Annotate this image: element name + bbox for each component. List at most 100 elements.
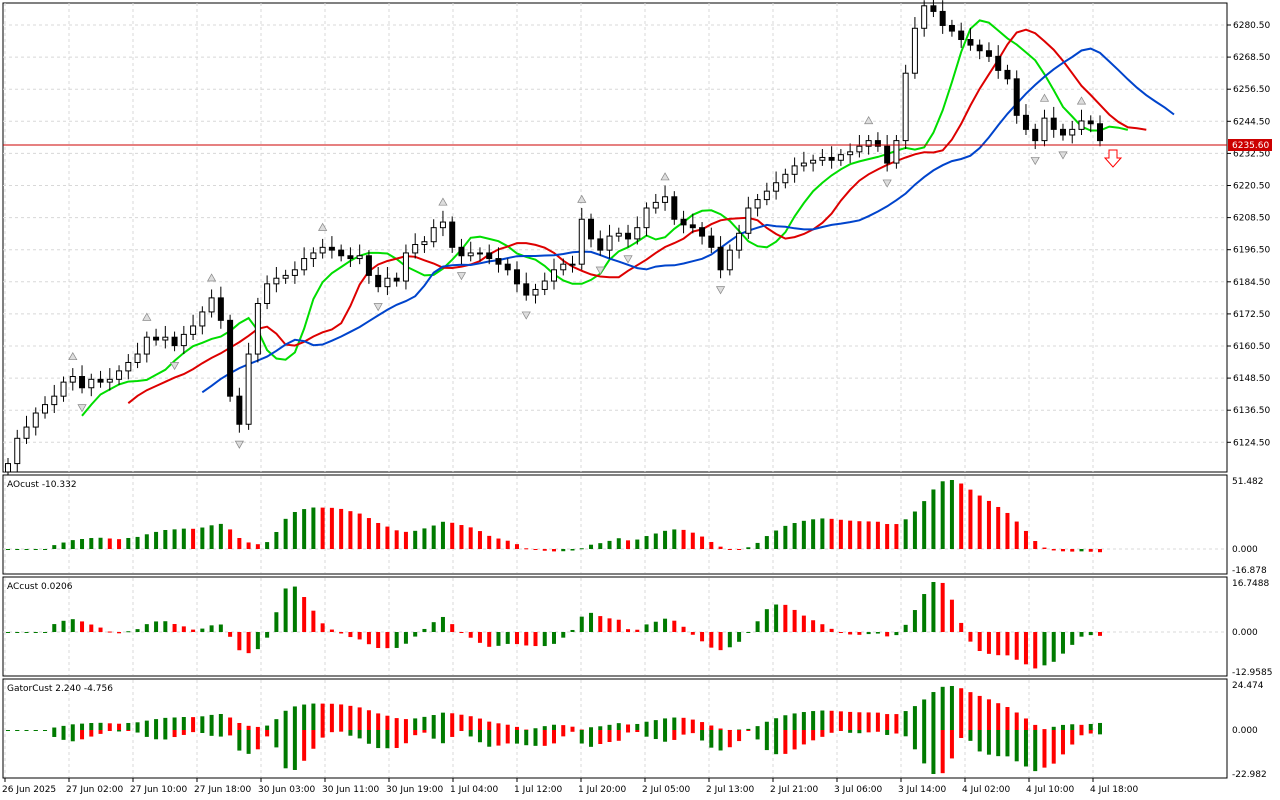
gator-lower-bar xyxy=(311,730,316,749)
histogram-bar xyxy=(505,632,510,644)
histogram-bar xyxy=(218,523,223,549)
ao-grid xyxy=(3,476,1227,573)
gator-upper-bar xyxy=(274,719,279,730)
gator-upper-bar xyxy=(163,717,168,730)
gator-upper-bar xyxy=(912,706,917,730)
candle-body xyxy=(736,232,743,251)
histogram-bar xyxy=(727,549,732,550)
histogram-bar xyxy=(811,620,816,632)
candle-body xyxy=(773,182,780,192)
histogram-bar xyxy=(1088,549,1093,552)
histogram-bar xyxy=(727,632,732,648)
histogram-bar xyxy=(626,629,631,632)
ac-panel[interactable]: ACcust 0.0206 xyxy=(2,576,1228,677)
candle-body xyxy=(245,353,252,425)
histogram-bar xyxy=(126,631,131,633)
histogram-bar xyxy=(1088,632,1093,636)
gator-upper-bar xyxy=(117,723,122,730)
gator-upper-bar xyxy=(718,728,723,730)
histogram-bar xyxy=(459,525,464,549)
histogram-bar xyxy=(107,538,112,549)
histogram-bar xyxy=(302,509,307,549)
histogram-bar xyxy=(283,518,288,549)
price-level-label: 6148.50 xyxy=(1233,374,1270,384)
gator-lower-bar xyxy=(737,730,742,742)
histogram-bar xyxy=(487,632,492,647)
histogram-bar xyxy=(15,632,20,633)
gator-upper-bar xyxy=(709,725,714,730)
candle-body xyxy=(153,336,160,341)
gator-upper-bar xyxy=(80,723,85,730)
histogram-bar xyxy=(875,632,880,634)
candle-body xyxy=(1022,114,1029,130)
candle-body xyxy=(23,426,30,439)
ao-panel[interactable]: AOcust -10.332 xyxy=(2,474,1228,575)
gator-upper-bar xyxy=(265,725,270,730)
histogram-bar xyxy=(80,621,85,632)
histogram-bar xyxy=(274,531,279,549)
gator-upper-bar xyxy=(357,707,362,730)
gator-panel[interactable]: GatorCust 2.240 -4.756 xyxy=(2,678,1228,779)
time-label: 1 Jul 12:00 xyxy=(514,785,563,795)
gator-upper-bar xyxy=(616,723,621,730)
gator-upper-bar xyxy=(1023,718,1028,730)
gator-lower-bar xyxy=(468,730,473,737)
candle-body xyxy=(106,378,113,383)
histogram-bar xyxy=(579,616,584,632)
candle-body xyxy=(125,361,132,372)
fractal-up-icon xyxy=(577,194,587,203)
gator-lower-bar xyxy=(237,730,242,751)
gator-upper-bar xyxy=(792,713,797,730)
histogram-bar xyxy=(339,632,344,634)
histogram-bar xyxy=(959,622,964,632)
gator-lower-bar xyxy=(598,730,603,744)
gator-upper-bar xyxy=(496,723,501,730)
histogram-bar xyxy=(653,533,658,549)
candle-body xyxy=(365,255,372,276)
histogram-bar xyxy=(385,632,390,649)
histogram-bar xyxy=(598,543,603,549)
candle-body xyxy=(143,336,150,355)
histogram-bar xyxy=(292,586,297,632)
time-label: 2 Jul 13:00 xyxy=(706,785,755,795)
gator-upper-bar xyxy=(385,715,390,730)
histogram-bar xyxy=(922,501,927,549)
histogram-bar xyxy=(144,624,149,632)
histogram-bar xyxy=(1079,549,1084,552)
gator-lower-bar xyxy=(24,730,29,731)
time-label: 27 Jun 18:00 xyxy=(194,785,251,795)
histogram-bar xyxy=(24,632,29,633)
histogram-bar xyxy=(616,538,621,549)
histogram-bar xyxy=(357,513,362,549)
gator-lower-bar xyxy=(922,730,927,764)
time-label: 27 Jun 02:00 xyxy=(66,785,123,795)
gator-lower-bar xyxy=(977,730,982,752)
candle-body xyxy=(301,258,308,271)
time-label: 4 Jul 18:00 xyxy=(1090,785,1139,795)
gator-lower-bar xyxy=(487,730,492,747)
gator-lower-bar xyxy=(552,730,556,744)
candle-body xyxy=(995,55,1002,71)
gator-lower-bar xyxy=(15,730,20,731)
gator-upper-bar xyxy=(959,688,964,730)
main-price-panel[interactable] xyxy=(2,0,1228,478)
gator-lower-bar xyxy=(265,730,270,737)
candle-body xyxy=(393,277,400,282)
histogram-bar xyxy=(144,534,149,549)
gator-lower-bar xyxy=(820,730,825,737)
time-axis[interactable]: 26 Jun 2025 27 Jun 02:00 27 Jun 10:00 27 Ju… xyxy=(2,778,1139,795)
histogram-bar xyxy=(737,632,742,642)
gator-upper-bar xyxy=(246,725,251,730)
gator-lower-bar xyxy=(413,730,418,736)
candle-body xyxy=(430,227,437,243)
candle-body xyxy=(282,274,289,279)
histogram-bar xyxy=(1005,512,1010,549)
ao-scale-bottom: -16.878 xyxy=(1232,566,1267,576)
price-scale[interactable]: 6280.50 6268.50 6256.50 6244.50 6232.50 6220.… xyxy=(1227,21,1270,448)
histogram-bar xyxy=(89,538,94,549)
gator-upper-bar xyxy=(561,725,566,730)
gator-lower-bar xyxy=(746,730,751,731)
histogram-bar xyxy=(700,536,705,549)
gator-lower-bar xyxy=(774,730,779,755)
